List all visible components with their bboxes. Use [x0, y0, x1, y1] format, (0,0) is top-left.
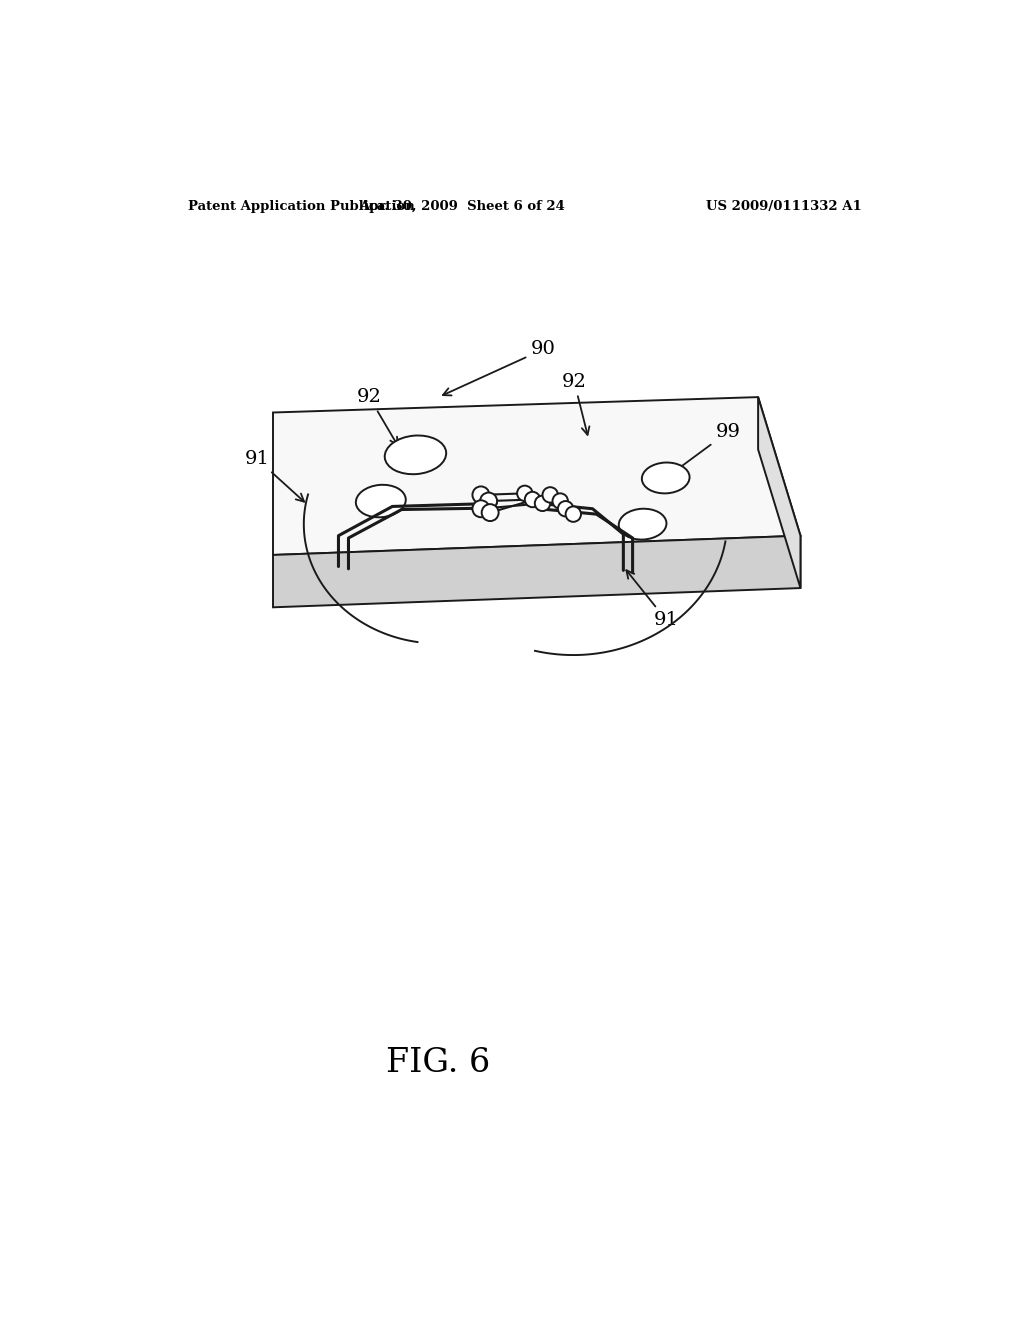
Circle shape	[535, 496, 550, 511]
Ellipse shape	[618, 508, 667, 540]
Circle shape	[472, 500, 489, 517]
Text: 91: 91	[627, 570, 679, 630]
Ellipse shape	[356, 484, 406, 517]
Text: Apr. 30, 2009  Sheet 6 of 24: Apr. 30, 2009 Sheet 6 of 24	[358, 199, 564, 213]
Circle shape	[553, 494, 568, 508]
Polygon shape	[273, 536, 801, 607]
Circle shape	[480, 492, 497, 510]
Circle shape	[524, 492, 541, 507]
Circle shape	[472, 487, 489, 503]
Text: 92: 92	[562, 372, 590, 434]
Text: 99: 99	[670, 422, 740, 475]
Text: 91: 91	[245, 450, 304, 502]
Text: 92: 92	[356, 388, 397, 445]
Polygon shape	[273, 397, 801, 554]
Text: US 2009/0111332 A1: US 2009/0111332 A1	[707, 199, 862, 213]
Circle shape	[481, 504, 499, 521]
Circle shape	[517, 486, 532, 502]
Text: 90: 90	[443, 341, 556, 396]
Text: Patent Application Publication: Patent Application Publication	[188, 199, 415, 213]
Circle shape	[543, 487, 558, 503]
Text: FIG. 6: FIG. 6	[386, 1047, 490, 1080]
Polygon shape	[758, 397, 801, 589]
Ellipse shape	[642, 462, 689, 494]
Circle shape	[565, 507, 581, 521]
Circle shape	[558, 502, 573, 516]
Ellipse shape	[385, 436, 446, 474]
